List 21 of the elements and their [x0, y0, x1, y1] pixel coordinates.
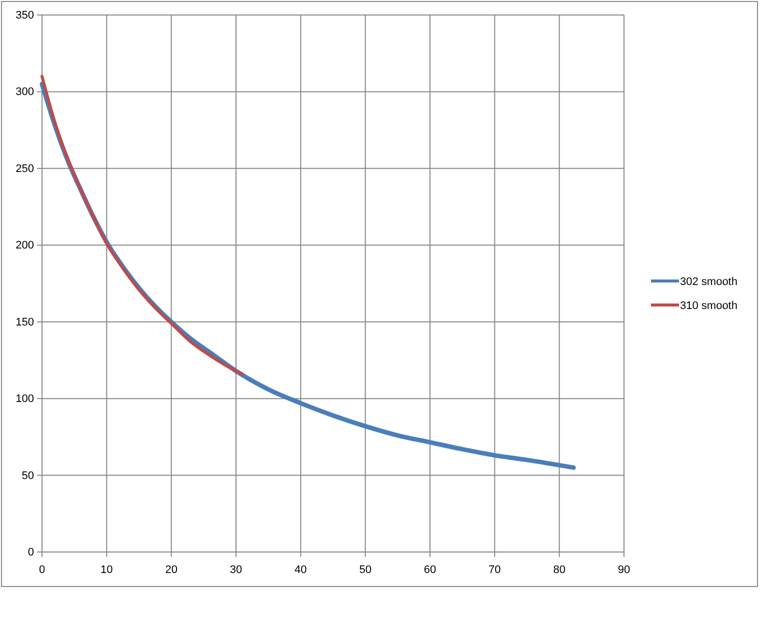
x-tick-label: 10 [100, 564, 113, 576]
legend-label: 302 smooth [680, 276, 738, 288]
x-tick-label: 60 [424, 564, 436, 576]
y-tick-label: 0 [28, 546, 34, 559]
y-tick-label: 250 [16, 162, 34, 175]
legend-label: 310 smooth [680, 300, 738, 312]
x-tick-label: 70 [488, 564, 501, 576]
y-tick-label: 50 [22, 470, 34, 482]
y-tick-label: 100 [16, 393, 34, 406]
x-tick-label: 90 [618, 564, 630, 576]
x-tick-label: 20 [165, 564, 178, 576]
y-tick-label: 350 [16, 10, 34, 22]
x-tick-label: 50 [359, 564, 372, 576]
x-tick-label: 40 [294, 564, 307, 576]
line-series [40, 74, 244, 376]
x-tick-label: 80 [553, 564, 566, 576]
y-tick-label: 200 [16, 240, 34, 252]
x-tick-label: 30 [230, 564, 242, 576]
y-tick-label: 150 [16, 316, 34, 328]
x-tick-label: 0 [38, 564, 46, 576]
y-tick-label: 300 [16, 86, 34, 98]
